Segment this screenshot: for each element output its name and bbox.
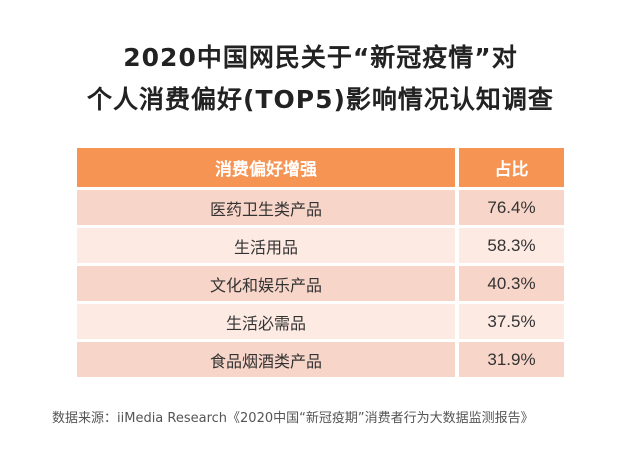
table-row: 医药卫生类产品 76.4%	[77, 190, 564, 225]
table-row: 生活必需品 37.5%	[77, 304, 564, 339]
row-value: 58.3%	[459, 228, 564, 263]
row-value: 76.4%	[459, 190, 564, 225]
row-value: 31.9%	[459, 342, 564, 377]
row-label: 生活用品	[77, 228, 455, 263]
row-value: 37.5%	[459, 304, 564, 339]
row-label: 生活必需品	[77, 304, 455, 339]
table-row: 文化和娱乐产品 40.3%	[77, 266, 564, 301]
header-share: 占比	[459, 148, 564, 187]
data-table: 消费偏好增强 占比 医药卫生类产品 76.4% 生活用品 58.3% 文化和娱乐…	[77, 148, 564, 380]
title-line-2: 个人消费偏好(TOP5)影响情况认知调查	[87, 85, 554, 114]
table-row: 生活用品 58.3%	[77, 228, 564, 263]
table-header: 消费偏好增强 占比	[77, 148, 564, 187]
row-label: 医药卫生类产品	[77, 190, 455, 225]
row-label: 食品烟酒类产品	[77, 342, 455, 377]
row-value: 40.3%	[459, 266, 564, 301]
source-note: 数据来源：iiMedia Research《2020中国“新冠疫期”消费者行为大…	[52, 411, 534, 426]
row-label: 文化和娱乐产品	[77, 266, 455, 301]
header-category: 消费偏好增强	[77, 148, 455, 187]
table-row: 食品烟酒类产品 31.9%	[77, 342, 564, 377]
title-line-1: 2020中国网民关于“新冠疫情”对	[123, 43, 518, 72]
